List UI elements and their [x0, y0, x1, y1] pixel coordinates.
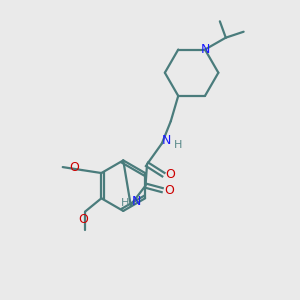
Text: N: N [132, 196, 141, 208]
Text: H: H [174, 140, 182, 150]
Text: H: H [121, 198, 129, 208]
Text: N: N [162, 134, 171, 147]
Text: O: O [69, 161, 79, 174]
Text: O: O [79, 214, 88, 226]
Text: O: O [165, 168, 175, 181]
Text: O: O [164, 184, 174, 196]
Text: N: N [200, 43, 210, 56]
